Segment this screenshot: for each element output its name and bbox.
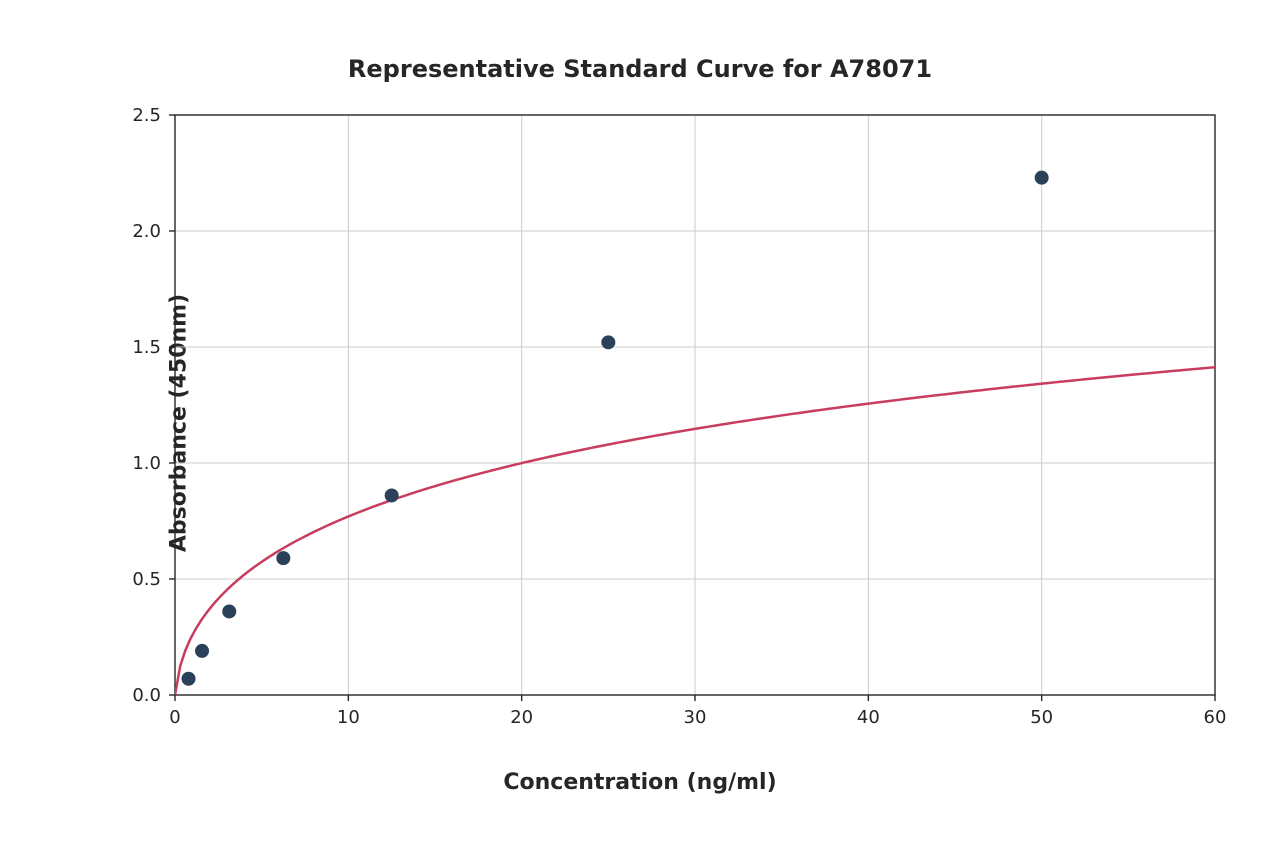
chart-container: Representative Standard Curve for A78071…: [0, 0, 1280, 845]
data-point: [602, 336, 615, 349]
y-tick-label: 2.5: [132, 105, 161, 126]
data-point: [223, 605, 236, 618]
axis-ticks: 0 10 20 30 40 50 60 0.0 0.5 1.0 1.5 2.0 2.5: [132, 105, 1226, 728]
y-tick-label: 1.0: [132, 453, 161, 474]
x-tick-label: 30: [684, 707, 707, 728]
grid: [175, 115, 1215, 695]
y-tick-label: 2.0: [132, 221, 161, 242]
data-point: [182, 672, 195, 685]
x-tick-label: 20: [510, 707, 533, 728]
x-tick-label: 0: [169, 707, 180, 728]
x-tick-label: 60: [1204, 707, 1227, 728]
chart-svg: 0 10 20 30 40 50 60 0.0 0.5 1.0 1.5 2.0 2.5: [0, 0, 1280, 845]
scatter-points: [182, 171, 1048, 685]
data-point: [385, 489, 398, 502]
y-tick-label: 0.0: [132, 685, 161, 706]
data-point: [1035, 171, 1048, 184]
x-tick-label: 40: [857, 707, 880, 728]
x-tick-label: 50: [1030, 707, 1053, 728]
data-point: [277, 552, 290, 565]
y-tick-label: 1.5: [132, 337, 161, 358]
y-tick-label: 0.5: [132, 569, 161, 590]
x-tick-label: 10: [337, 707, 360, 728]
data-point: [196, 644, 209, 657]
